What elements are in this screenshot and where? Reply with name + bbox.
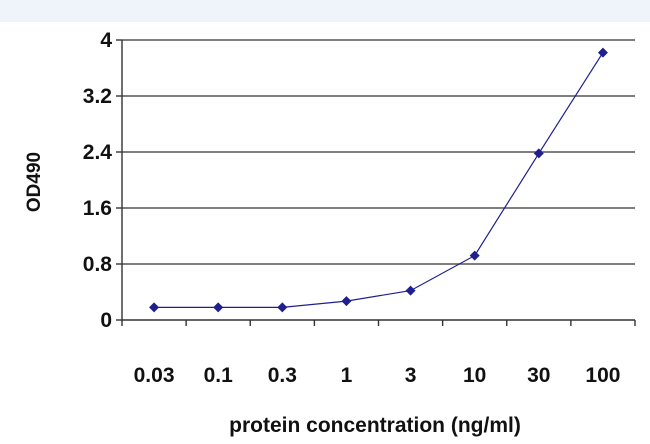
y-tick-label: 0 [100, 309, 112, 332]
y-tick-label: 3.2 [83, 85, 112, 108]
data-point [533, 148, 544, 159]
data-point [277, 302, 288, 313]
x-tick-label: 10 [463, 364, 486, 387]
series-line [154, 52, 604, 308]
x-tick-label: 0.3 [268, 364, 297, 387]
x-tick-label: 3 [405, 364, 417, 387]
data-point [149, 302, 160, 313]
header-band [0, 0, 650, 22]
y-tick-label: 4 [100, 29, 112, 52]
data-point [405, 285, 416, 296]
y-axis-title: OD490 [24, 152, 45, 212]
data-point [341, 296, 352, 307]
x-axis-title: protein concentration (ng/ml) [229, 414, 521, 437]
x-tick-labels: 0.03 0.1 0.3 1 3 10 30 100 [134, 364, 621, 387]
y-tick-labels: 0 0.8 1.6 2.4 3.2 4 [83, 29, 113, 332]
y-tick-label: 0.8 [83, 253, 113, 276]
data-series [149, 47, 608, 313]
axes [116, 39, 636, 326]
y-tick-label: 2.4 [83, 141, 113, 164]
x-tick-label: 30 [527, 364, 550, 387]
data-point [469, 250, 480, 261]
y-tick-label: 1.6 [83, 197, 112, 220]
data-point [597, 47, 608, 58]
x-tick-label: 0.03 [134, 364, 175, 387]
data-point [213, 302, 224, 313]
x-tick-label: 0.1 [204, 364, 234, 387]
gridlines [122, 39, 635, 265]
x-tick-label: 100 [585, 364, 620, 387]
x-tick-label: 1 [341, 364, 353, 387]
